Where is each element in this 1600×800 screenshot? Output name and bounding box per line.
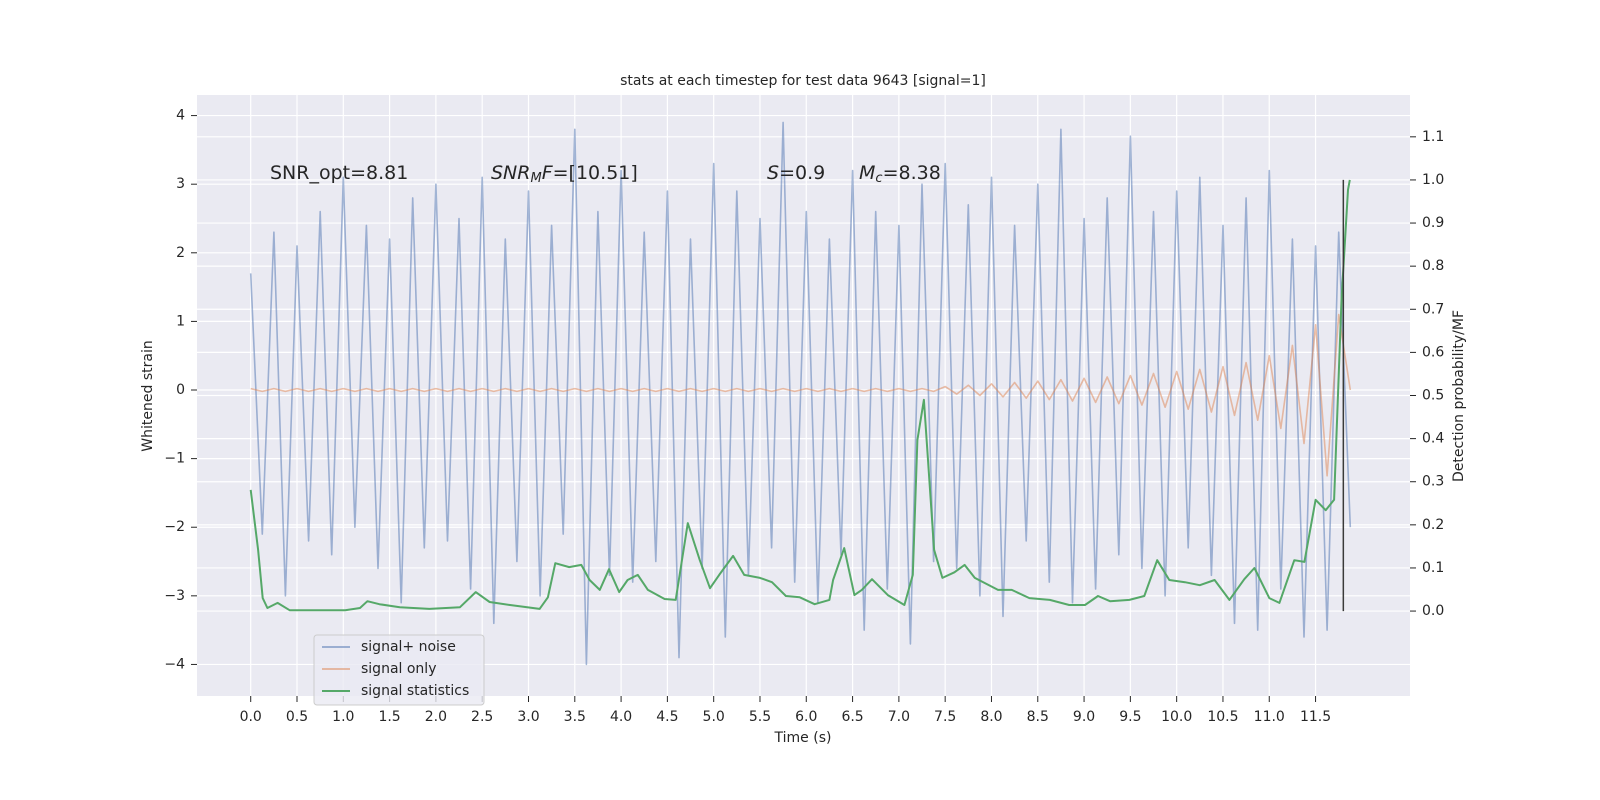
y-tick-label: 2 — [176, 245, 185, 261]
y-tick-label: −4 — [164, 656, 185, 672]
x-tick-label: 8.5 — [1027, 709, 1049, 725]
x-tick-label: 3.5 — [564, 709, 586, 725]
chart-title: stats at each timestep for test data 964… — [620, 73, 986, 89]
x-tick-label: 1.5 — [378, 709, 400, 725]
x-tick-label: 3.0 — [517, 709, 539, 725]
x-tick-label: 8.0 — [980, 709, 1002, 725]
annotation-part: M — [530, 171, 541, 186]
y2-tick-label: 0.7 — [1422, 301, 1444, 317]
annotation: Mc=8.38 — [859, 162, 941, 186]
y2-tick-label: 0.5 — [1422, 388, 1444, 404]
legend-label: signal statistics — [361, 683, 469, 699]
y2-tick-label: 0.2 — [1422, 517, 1444, 533]
annotation-part: =[10.51] — [553, 162, 638, 184]
series-line — [249, 121, 1352, 666]
annotation: SNR_opt=8.81 — [270, 162, 408, 184]
legend-box — [313, 634, 485, 706]
y-tick-label: 0 — [176, 382, 185, 398]
x-tick-label: 7.0 — [888, 709, 910, 725]
x-tick-label: 11.0 — [1254, 709, 1285, 725]
x-tick-label: 10.0 — [1161, 709, 1192, 725]
y2-tick-label: 1.1 — [1422, 129, 1444, 145]
y-axis-label: Whitened strain — [140, 340, 156, 451]
y2-tick-label: 0.3 — [1422, 474, 1444, 490]
y-tick-label: −2 — [164, 519, 185, 535]
annotation-part: c — [875, 171, 882, 186]
legend-label: signal+ noise — [361, 639, 456, 655]
series-line — [249, 179, 1351, 612]
x-tick-label: 9.5 — [1119, 709, 1141, 725]
annotation-part: =0.9 — [779, 162, 825, 184]
annotation: SNRMF=[10.51] — [491, 162, 638, 186]
y-tick-label: 3 — [176, 176, 185, 192]
y2-tick-label: 0.0 — [1422, 603, 1444, 619]
x-tick-label: 2.5 — [471, 709, 493, 725]
y2-tick-label: 0.8 — [1422, 258, 1444, 274]
x-tick-label: 6.5 — [841, 709, 863, 725]
y-tick-label: −3 — [164, 588, 185, 604]
x-tick-label: 0.0 — [240, 709, 262, 725]
annotation-part: SNR_opt=8.81 — [270, 162, 408, 184]
x-tick-label: 9.0 — [1073, 709, 1095, 725]
y2-tick-label: 0.1 — [1422, 560, 1444, 576]
annotation-part: F — [542, 162, 554, 184]
annotation-part: S — [767, 162, 779, 184]
x-tick-label: 10.5 — [1207, 709, 1238, 725]
x-tick-label: 6.0 — [795, 709, 817, 725]
x-tick-label: 5.0 — [703, 709, 725, 725]
x-tick-label: 4.0 — [610, 709, 632, 725]
annotation-part: M — [859, 162, 875, 184]
x-tick-label: 7.5 — [934, 709, 956, 725]
x-tick-label: 2.0 — [425, 709, 447, 725]
x-tick-label: 0.5 — [286, 709, 308, 725]
y2-tick-label: 1.0 — [1422, 172, 1444, 188]
x-tick-label: 5.5 — [749, 709, 771, 725]
legend-label: signal only — [361, 661, 436, 677]
y-tick-label: 4 — [176, 108, 185, 124]
series-line — [250, 313, 1352, 477]
annotation: S=0.9 — [767, 162, 825, 184]
x-tick-label: 11.5 — [1300, 709, 1331, 725]
x-axis-label: Time (s) — [774, 730, 832, 746]
x-tick-label: 1.0 — [332, 709, 354, 725]
y2-tick-label: 0.4 — [1422, 431, 1444, 447]
y2-tick-label: 0.9 — [1422, 215, 1444, 231]
y2-axis-label: Detection probability/MF — [1451, 310, 1467, 482]
y-tick-label: 1 — [176, 313, 185, 329]
annotation-part: =8.38 — [883, 162, 941, 184]
x-tick-label: 4.5 — [656, 709, 678, 725]
marks — [249, 121, 1352, 666]
y-tick-label: −1 — [164, 451, 185, 467]
annotation-part: SNR — [491, 162, 530, 184]
y2-tick-label: 0.6 — [1422, 344, 1444, 360]
